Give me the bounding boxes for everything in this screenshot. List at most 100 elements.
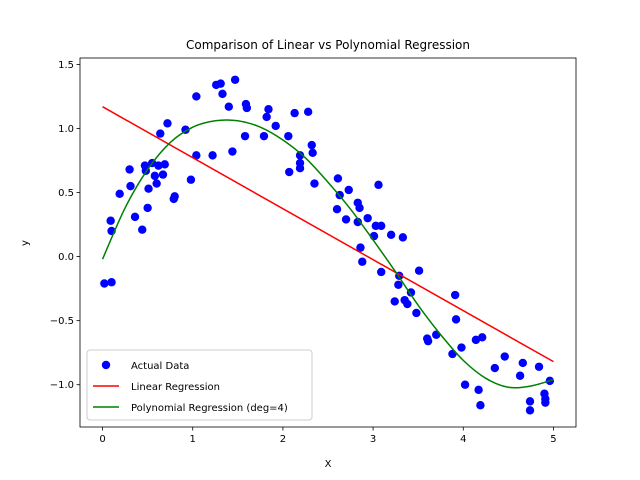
data-point bbox=[295, 158, 305, 168]
data-point bbox=[460, 380, 470, 389]
data-point bbox=[160, 160, 169, 169]
data-point bbox=[394, 280, 403, 289]
data-point bbox=[398, 233, 408, 242]
data-point bbox=[100, 279, 109, 288]
data-point bbox=[500, 352, 509, 361]
legend-marker-actual-data bbox=[101, 360, 111, 370]
data-point bbox=[344, 185, 353, 195]
data-point bbox=[355, 203, 364, 213]
data-point bbox=[412, 308, 421, 318]
data-point bbox=[374, 180, 383, 190]
data-point bbox=[332, 204, 342, 214]
data-point bbox=[218, 89, 227, 99]
data-point bbox=[356, 243, 365, 252]
data-point bbox=[143, 203, 152, 213]
data-point bbox=[285, 167, 294, 177]
data-point bbox=[490, 363, 500, 373]
data-point bbox=[158, 170, 168, 179]
data-point bbox=[150, 171, 160, 181]
y-tick-label: −0.5 bbox=[50, 316, 74, 327]
plot-frame bbox=[79, 57, 577, 428]
plot-content bbox=[100, 75, 555, 415]
legend-label: Polynomial Regression (deg=4) bbox=[131, 403, 288, 414]
data-point bbox=[264, 105, 273, 114]
data-point bbox=[353, 217, 362, 227]
data-point bbox=[476, 401, 485, 410]
data-point bbox=[333, 174, 343, 183]
data-point bbox=[228, 147, 237, 156]
data-point bbox=[471, 335, 481, 345]
data-point bbox=[262, 112, 271, 122]
data-point bbox=[377, 221, 386, 231]
data-point bbox=[126, 181, 135, 191]
data-point bbox=[224, 102, 233, 111]
data-point bbox=[138, 225, 147, 234]
x-axis-label: X bbox=[325, 459, 332, 470]
legend: Actual Data Linear Regression Polynomial R… bbox=[86, 349, 313, 421]
data-point bbox=[163, 119, 172, 128]
data-point bbox=[115, 189, 124, 199]
y-tick-label: −1.0 bbox=[50, 380, 74, 391]
data-point bbox=[308, 148, 317, 158]
chart-title: Comparison of Linear vs Polynomial Regre… bbox=[186, 38, 470, 52]
data-point bbox=[541, 394, 550, 404]
x-tick-label: 3 bbox=[370, 434, 376, 445]
data-point bbox=[478, 333, 487, 342]
x-tick-label: 1 bbox=[190, 434, 196, 445]
data-point bbox=[125, 165, 134, 174]
data-point bbox=[457, 343, 466, 352]
data-point bbox=[358, 257, 367, 266]
data-point bbox=[451, 315, 461, 324]
data-point bbox=[390, 297, 399, 306]
data-point bbox=[284, 131, 293, 141]
data-point bbox=[377, 267, 386, 277]
data-point bbox=[534, 362, 544, 371]
data-point bbox=[271, 121, 280, 131]
data-point bbox=[450, 290, 460, 300]
data-point bbox=[242, 103, 252, 113]
data-point bbox=[403, 299, 412, 309]
data-point bbox=[295, 151, 305, 160]
data-point bbox=[525, 406, 535, 415]
data-point bbox=[107, 278, 116, 287]
linear-regression-line bbox=[102, 106, 554, 363]
legend-label: Linear Regression bbox=[131, 382, 220, 393]
data-point bbox=[423, 336, 433, 346]
x-tick-label: 0 bbox=[99, 434, 105, 445]
data-point bbox=[414, 266, 424, 275]
data-point bbox=[154, 161, 163, 170]
data-point bbox=[525, 397, 535, 406]
data-point bbox=[310, 179, 319, 188]
y-axis-label: y bbox=[20, 240, 31, 246]
axes: 0 1 2 3 4 5 −1.0 −0.5 0.0 0.5 1.0 1.5 bbox=[50, 57, 577, 445]
y-tick-label: 0.0 bbox=[58, 252, 74, 263]
y-tick-label: 1.5 bbox=[58, 60, 74, 71]
data-point bbox=[259, 131, 269, 141]
data-point bbox=[290, 108, 299, 118]
data-point bbox=[192, 92, 201, 101]
data-point bbox=[230, 75, 240, 84]
plot-area bbox=[100, 75, 555, 415]
data-point bbox=[363, 213, 372, 223]
data-point bbox=[156, 129, 165, 138]
data-point bbox=[303, 107, 313, 117]
legend-label: Actual Data bbox=[131, 361, 189, 372]
data-point bbox=[130, 212, 140, 222]
data-point bbox=[186, 175, 196, 184]
x-tick-label: 2 bbox=[280, 434, 286, 445]
data-point bbox=[152, 179, 161, 188]
data-point bbox=[307, 140, 316, 150]
data-point bbox=[386, 230, 396, 240]
x-tick-label: 4 bbox=[460, 434, 466, 445]
x-tick-label: 5 bbox=[550, 434, 556, 445]
data-point bbox=[216, 79, 225, 88]
data-point bbox=[106, 216, 115, 225]
data-point bbox=[192, 151, 201, 160]
polynomial-regression-line bbox=[101, 119, 554, 389]
y-tick-label: 1.0 bbox=[58, 124, 74, 135]
data-point bbox=[208, 151, 217, 160]
data-point bbox=[240, 131, 250, 141]
data-point bbox=[144, 184, 153, 193]
data-point bbox=[474, 385, 483, 395]
